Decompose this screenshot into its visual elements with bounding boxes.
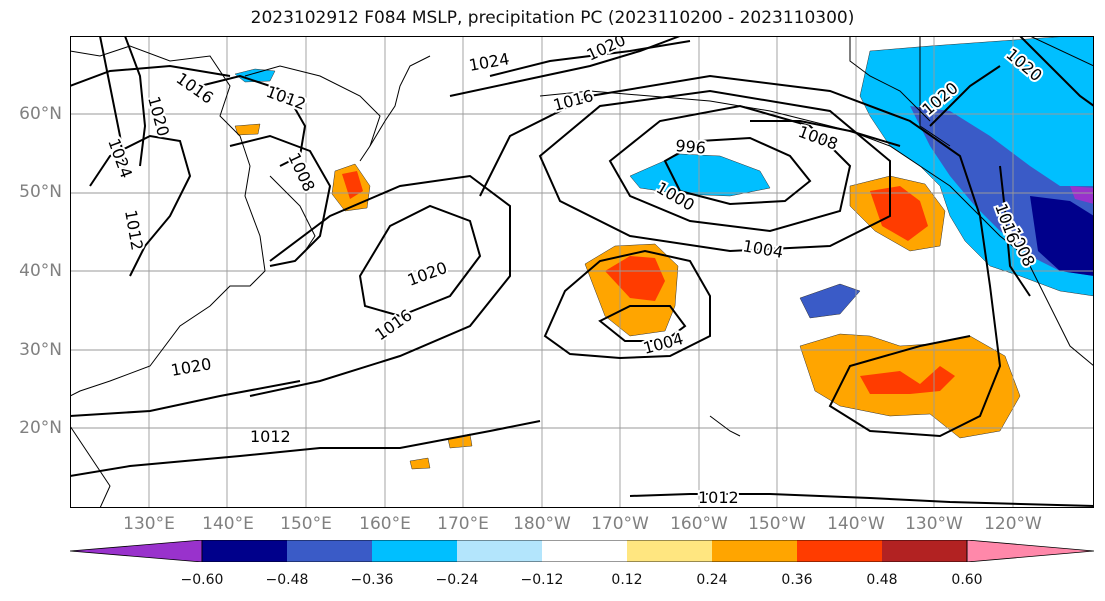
isobar-1024-north bbox=[489, 40, 691, 77]
colorbar-tick-label: 0.12 bbox=[611, 572, 643, 588]
colorbar bbox=[70, 540, 1094, 562]
colorbar-tick-label: 0.60 bbox=[951, 572, 983, 588]
colorbar-bin bbox=[372, 540, 457, 562]
isobar-1016-nw bbox=[70, 64, 231, 87]
isobar-1020-west bbox=[358, 204, 482, 318]
lat-label-60n: 60°N bbox=[19, 104, 62, 124]
isobar-1012-south bbox=[70, 420, 541, 477]
contour-label: 996 bbox=[675, 136, 707, 158]
isobar-1004-low bbox=[538, 89, 891, 253]
colorbar-tick-label: 0.36 bbox=[781, 572, 813, 588]
colorbar-tick-label: −0.60 bbox=[180, 572, 224, 588]
precip-pos-kuril-red bbox=[342, 171, 363, 199]
lon-label-130e: 130°E bbox=[123, 514, 175, 534]
precip-neg-coast-purple bbox=[1070, 186, 1094, 204]
isobar-1004-south bbox=[598, 305, 687, 342]
lon-label-160e: 160°E bbox=[359, 514, 411, 534]
precip-neg-coast-dark bbox=[1030, 196, 1094, 276]
colorbar-tick-label: 0.48 bbox=[866, 572, 898, 588]
lon-label-170e: 170°E bbox=[437, 514, 489, 534]
lat-label-50n: 50°N bbox=[19, 182, 62, 202]
colorbar-min-extension bbox=[70, 540, 203, 562]
colorbar-bin bbox=[797, 540, 882, 562]
contour-label: 1012 bbox=[250, 427, 291, 446]
colorbar-bin bbox=[882, 540, 967, 562]
isobar-1016-ring bbox=[249, 174, 511, 397]
isobar-1016-ne bbox=[999, 165, 1031, 297]
precip-pos-east-red bbox=[860, 366, 955, 394]
lon-label-170w: 170°W bbox=[591, 514, 649, 534]
lon-label-140e: 140°E bbox=[202, 514, 254, 534]
isobar-1008-east bbox=[750, 120, 901, 147]
contour-label: 1012 bbox=[698, 488, 739, 507]
isobar-1008-ring bbox=[543, 249, 711, 360]
colorbar-tick-label: −0.12 bbox=[520, 572, 564, 588]
colorbar-tick-label: −0.24 bbox=[435, 572, 479, 588]
colorbar-max-extension bbox=[966, 540, 1094, 562]
lon-label-150e: 150°E bbox=[280, 514, 332, 534]
isobar-1020-ne bbox=[929, 65, 1001, 127]
coastlines bbox=[70, 36, 1094, 508]
precip-neg-small bbox=[799, 283, 861, 319]
lat-label-40n: 40°N bbox=[19, 261, 62, 281]
colorbar-bin bbox=[202, 540, 287, 562]
colorbar-bin bbox=[287, 540, 372, 562]
isobars bbox=[70, 36, 1094, 507]
precip-neg-aleutian bbox=[629, 153, 771, 197]
map-title: 2023102912 F084 MSLP, precipitation PC (… bbox=[250, 8, 855, 28]
lon-label-130w: 130°W bbox=[905, 514, 963, 534]
colorbar-bin bbox=[627, 540, 712, 562]
isobar-1020-north bbox=[449, 36, 681, 97]
precip-pos-okhotsk bbox=[234, 123, 261, 136]
isobar-1012-west bbox=[89, 134, 192, 277]
colorbar-tick-label: 0.24 bbox=[696, 572, 728, 588]
colorbar-tick-label: −0.48 bbox=[265, 572, 309, 588]
colorbar-bin bbox=[542, 540, 627, 562]
precip-pos-tiny2 bbox=[409, 457, 431, 470]
lon-label-140w: 140°W bbox=[827, 514, 885, 534]
isobar-1000 bbox=[608, 104, 852, 233]
colorbar-bin bbox=[712, 540, 797, 562]
lon-label-180w: 180°W bbox=[513, 514, 571, 534]
isobar-1024-nw bbox=[99, 36, 126, 177]
lon-label-150w: 150°W bbox=[748, 514, 806, 534]
isobar-1008-okhotsk bbox=[199, 74, 307, 167]
precip-neg-kamchatka bbox=[234, 68, 276, 83]
isobar-996 bbox=[663, 136, 812, 206]
isobar-1012-kurile bbox=[229, 134, 332, 267]
lat-label-20n: 20°N bbox=[19, 418, 62, 438]
map-panel: 1024 1020 1016 1012 1024 1020 1016 1012 … bbox=[70, 36, 1094, 508]
colorbar-tick-label: −0.36 bbox=[350, 572, 394, 588]
precip-pos-ne-red bbox=[870, 186, 928, 241]
lat-label-30n: 30°N bbox=[19, 340, 62, 360]
isobar-1020-ne2 bbox=[1019, 36, 1094, 107]
isobar-1020-sw bbox=[70, 380, 301, 417]
isobar-1020-nw bbox=[124, 36, 147, 167]
isobar-1008-south bbox=[629, 493, 1094, 507]
lon-label-120w: 120°W bbox=[984, 514, 1042, 534]
lon-label-160w: 160°W bbox=[670, 514, 728, 534]
isobar-1016-main bbox=[479, 74, 1002, 438]
colorbar-bin bbox=[457, 540, 542, 562]
